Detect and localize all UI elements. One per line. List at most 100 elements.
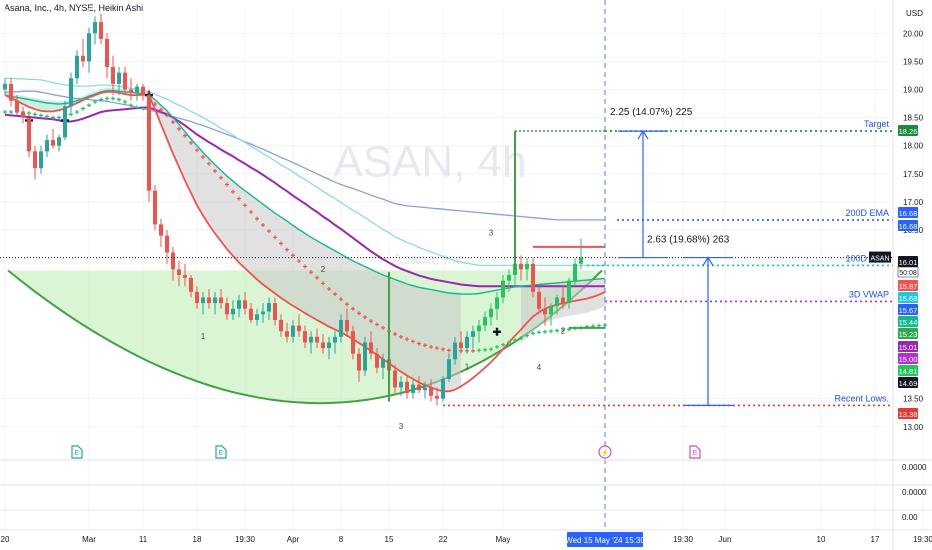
- sar-marker: [429, 344, 433, 349]
- sar-marker: [267, 229, 271, 234]
- candle-body: [87, 33, 91, 62]
- price-badge: [898, 365, 918, 376]
- candle-body: [285, 331, 289, 337]
- sar-marker: [159, 107, 163, 112]
- candle-body: [291, 325, 295, 337]
- earnings-event-icon: [71, 445, 83, 459]
- sar-marker: [513, 338, 517, 343]
- ma-line: [5, 77, 605, 267]
- measure-up-label: 2.25 (14.07%) 225: [610, 107, 693, 118]
- sar-marker: [381, 325, 385, 330]
- candle-body: [483, 317, 487, 326]
- candle-body: [321, 342, 325, 349]
- sar-marker: [393, 332, 397, 337]
- sar-marker: [291, 253, 295, 258]
- sar-marker: [411, 339, 415, 344]
- sar-marker: [33, 112, 37, 117]
- candle-body: [51, 140, 55, 146]
- price-badge-value: 16.01: [899, 258, 918, 267]
- sar-marker: [45, 114, 49, 119]
- candle-body: [195, 291, 199, 304]
- candle-body: [9, 83, 13, 101]
- candle-body: [15, 100, 19, 112]
- candle-body: [231, 308, 235, 315]
- sar-marker: [357, 311, 361, 316]
- sar-marker: [177, 126, 181, 131]
- sar-marker: [297, 258, 301, 263]
- sar-marker: [345, 302, 349, 307]
- price-tick: 17.50: [903, 170, 924, 179]
- ma-band-fill-right: [521, 278, 605, 344]
- candle-body: [327, 342, 331, 349]
- wave-label: 3: [399, 422, 404, 431]
- candle-body: [123, 72, 127, 90]
- candle-body: [477, 325, 481, 332]
- lightning-event-icon: [598, 445, 612, 459]
- price-badge: [898, 341, 918, 352]
- sar-marker: [3, 109, 7, 114]
- price-badge: [898, 280, 918, 291]
- sar-marker: [333, 292, 337, 297]
- sar-marker: [441, 347, 445, 352]
- price-badge-value: 15.67: [899, 306, 918, 315]
- sar-marker: [237, 196, 241, 201]
- candle-body: [267, 303, 271, 312]
- sar-marker: [537, 330, 541, 335]
- currency-label: USD: [906, 9, 923, 18]
- sar-marker: [219, 175, 223, 180]
- candle-body: [129, 89, 133, 93]
- sar-marker: [273, 235, 277, 240]
- sar-marker: [213, 169, 217, 174]
- time-axis: 20 Mar 11 18 19:30 Apr 8 15 22 May 19:30 Jun 10 17 19:…: [0, 529, 932, 547]
- time-tick: May: [495, 535, 510, 544]
- price-tick: 18.00: [903, 142, 924, 151]
- price-tick: 19.00: [903, 86, 924, 95]
- candle-body: [453, 342, 457, 360]
- candle-body: [375, 353, 379, 368]
- sar-marker: [231, 189, 235, 194]
- candle-body: [93, 22, 97, 34]
- sar-marker: [207, 161, 211, 166]
- candle-body: [273, 303, 277, 320]
- sar-marker: [135, 105, 139, 110]
- sar-marker: [99, 97, 103, 102]
- sar-marker: [261, 222, 265, 227]
- sar-marker: [105, 96, 109, 101]
- measure-up-head: [637, 129, 649, 140]
- candle-body: [369, 342, 373, 354]
- candle-body: [39, 151, 43, 169]
- time-tick: 17: [871, 535, 880, 544]
- sar-marker: [111, 96, 115, 101]
- sar-marker: [75, 109, 79, 114]
- candle-body: [153, 190, 157, 225]
- candle-body: [159, 224, 163, 236]
- sar-marker: [477, 348, 481, 353]
- price-badge: [898, 125, 918, 136]
- price-badge-value: 16.68: [899, 209, 918, 218]
- sar-marker: [417, 341, 421, 346]
- candle-body: [303, 331, 307, 343]
- price-badge-value: 15.00: [899, 355, 918, 364]
- price-badge: [898, 408, 918, 419]
- price-tick: 20.00: [903, 29, 924, 38]
- candle-body: [357, 353, 361, 371]
- candle-body: [225, 303, 229, 315]
- annotation-layer: Target 200D EMA 100D EMA 3D VWAP Recent Lows…: [0, 0, 893, 530]
- price-badge: [898, 220, 918, 231]
- measure-down-head: [702, 256, 714, 266]
- candle-body: [255, 314, 259, 320]
- candle-body: [459, 342, 463, 349]
- price-badge-value: 14.69: [899, 379, 918, 388]
- sar-marker: [279, 241, 283, 246]
- candle-body: [117, 72, 121, 84]
- sar-marker: [339, 297, 343, 302]
- price-tick: 18.50: [903, 114, 924, 123]
- cursor-time-badge: [567, 532, 643, 547]
- candle-body: [411, 384, 415, 394]
- candle-body: [99, 22, 103, 39]
- time-tick: 20: [1, 535, 10, 544]
- candle-body: [399, 381, 403, 388]
- measure-down-label: 2.63 (19.68%) 263: [647, 235, 730, 246]
- candle-body: [21, 111, 25, 118]
